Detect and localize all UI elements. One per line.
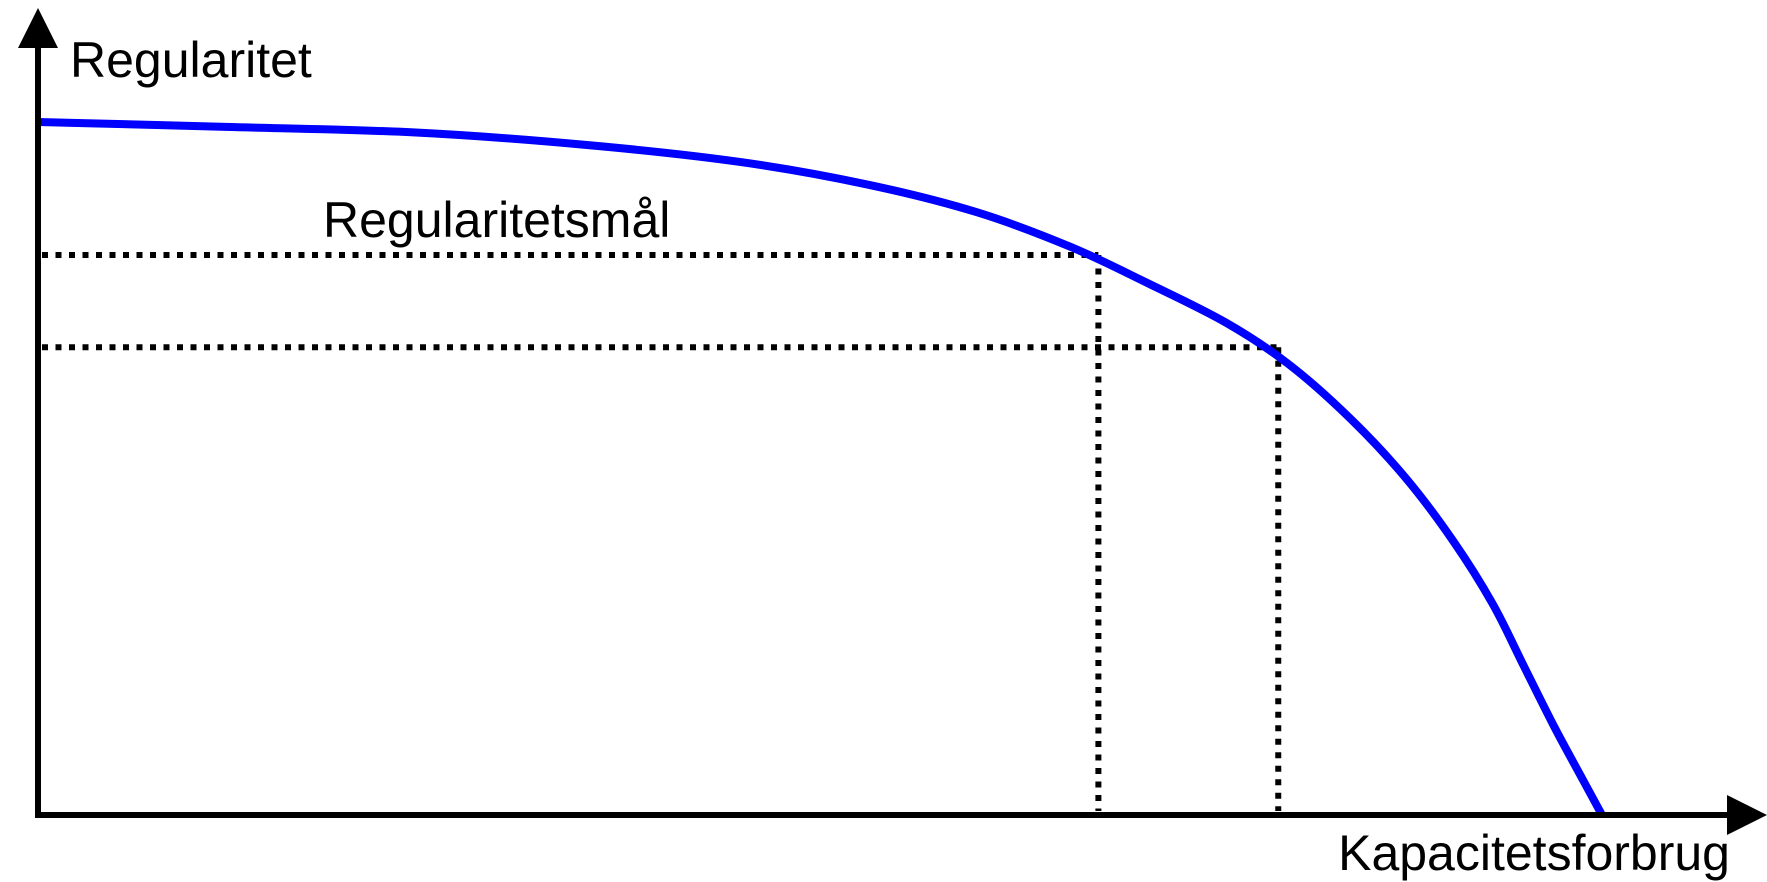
series-line-1 — [37, 118, 1606, 817]
y-axis-label: Regularitet — [70, 32, 312, 88]
annotation-label: Regularitetsmål — [323, 192, 670, 248]
x-axis-label: Kapacitetsforbrug — [1338, 825, 1730, 881]
reference-lines — [42, 252, 1282, 811]
y-axis-arrow-icon — [18, 8, 58, 48]
series-layer — [37, 118, 1606, 817]
x-axis-arrow-icon — [1727, 795, 1767, 835]
